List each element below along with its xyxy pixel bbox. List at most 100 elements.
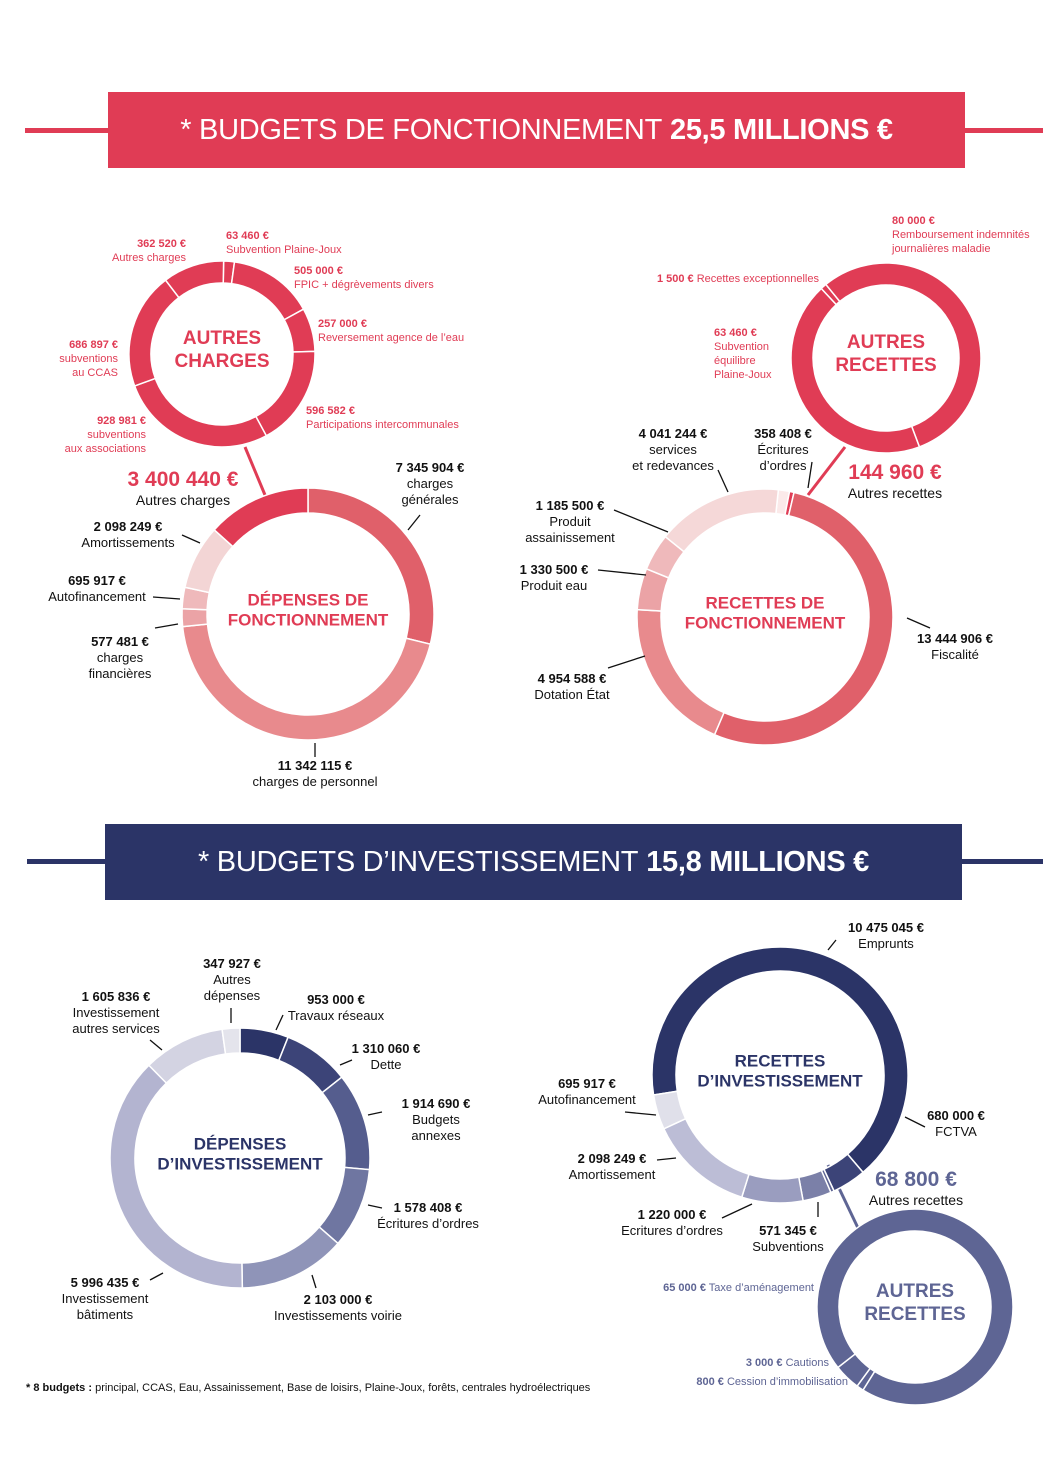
donut-segment xyxy=(221,1027,241,1055)
leader-line xyxy=(717,469,729,493)
donut-title: AUTRES RECETTES xyxy=(835,332,937,376)
segment-label: 800 € Cession d’immobilisation xyxy=(696,1375,848,1389)
segment-label: 4 954 588 € Dotation État xyxy=(534,671,609,703)
leader-line xyxy=(149,1039,163,1051)
segment-value: 2 103 000 € xyxy=(303,1292,373,1307)
segment-label: 1 605 836 € Investissement autres service… xyxy=(72,989,159,1037)
segment-name: Autofinancement xyxy=(538,1092,636,1107)
segment-value: 2 098 249 € xyxy=(93,519,163,534)
segment-value: 5 996 435 € xyxy=(70,1275,140,1290)
banner-prefix: * BUDGETS D’INVESTISSEMENT xyxy=(198,845,639,878)
segment-value: 11 342 115 € xyxy=(277,758,353,773)
leader-line xyxy=(149,1272,164,1281)
segment-value: 1 220 000 € xyxy=(637,1207,707,1222)
leader-line xyxy=(407,514,421,531)
segment-label: 953 000 € Travaux réseaux xyxy=(288,992,384,1024)
segment-name: Amortissements xyxy=(81,535,175,550)
segment-name: Subvention équilibre Plaine-Joux xyxy=(714,341,772,381)
leader-line xyxy=(275,1014,284,1031)
segment-label: 680 000 € FCTVA xyxy=(927,1108,985,1140)
donut-segment xyxy=(181,623,432,741)
leader-line xyxy=(613,509,669,533)
leader-line xyxy=(339,1059,353,1066)
donut-segment xyxy=(109,1064,244,1289)
segment-label: 358 408 € Écritures d’ordres xyxy=(754,426,812,474)
donut-title: AUTRES CHARGES xyxy=(174,328,270,372)
segment-value: 4 954 588 € xyxy=(537,671,607,686)
segment-name: Ecritures d’ordres xyxy=(621,1223,723,1238)
donut-segment xyxy=(651,946,909,1174)
segment-label: 3 400 440 € Autres charges xyxy=(128,468,239,508)
segment-name: subventions au CCAS xyxy=(59,353,118,379)
segment-name: Cession d’immobilisation xyxy=(723,1376,848,1388)
segment-name: Reversement agence de l’eau xyxy=(318,332,465,344)
donut-segment xyxy=(662,1117,750,1199)
segment-label: 1 914 690 € Budgets annexes xyxy=(402,1096,471,1144)
segment-value: 347 927 € xyxy=(203,956,261,971)
segment-value: 1 500 € xyxy=(656,273,694,285)
segment-label: 505 000 € FPIC + dégrèvements divers xyxy=(294,264,434,292)
segment-name: Investissement autres services xyxy=(72,1005,160,1036)
segment-value: 80 000 € xyxy=(892,215,935,227)
leader-line xyxy=(367,1204,383,1209)
segment-value: 362 520 € xyxy=(137,238,186,250)
segment-value: 257 000 € xyxy=(318,318,367,330)
segment-name: Emprunts xyxy=(858,936,914,951)
donut-segment xyxy=(824,262,982,448)
segment-name: Subvention Plaine-Joux xyxy=(226,244,342,256)
segment-name: Autres recettes xyxy=(868,1192,964,1208)
segment-name: Investissements voirie xyxy=(274,1308,402,1323)
segment-value: 7 345 904 € xyxy=(395,460,465,475)
segment-value: 695 917 € xyxy=(68,573,126,588)
segment-value: 953 000 € xyxy=(307,992,365,1007)
donut-segment xyxy=(230,260,305,321)
segment-label: 347 927 € Autres dépenses xyxy=(203,956,261,1004)
segment-value: 10 475 045 € xyxy=(848,920,924,935)
donut-segment xyxy=(133,377,268,448)
segment-value: 1 605 836 € xyxy=(81,989,151,1004)
segment-name: subventions aux associations xyxy=(64,429,146,455)
donut-segment xyxy=(321,1076,371,1171)
banner-prefix: * BUDGETS DE FONCTIONNEMENT xyxy=(180,113,662,146)
segment-label: 686 897 € subventions au CCAS xyxy=(59,338,118,380)
segment-value: 63 460 € xyxy=(226,230,269,242)
segment-value: 505 000 € xyxy=(294,265,343,277)
segment-label: 2 098 249 € Amortissements xyxy=(81,519,174,551)
segment-label: 695 917 € Autofinancement xyxy=(48,573,146,605)
segment-name: Investissement bâtiments xyxy=(61,1291,149,1322)
segment-name: Autres charges xyxy=(135,492,231,508)
segment-label: 13 444 906 € Fiscalité xyxy=(917,631,993,663)
segment-value: 65 000 € xyxy=(663,1282,706,1294)
segment-value: 577 481 € xyxy=(91,634,149,649)
leader-line xyxy=(827,939,837,951)
segment-label: 1 578 408 € Écritures d’ordres xyxy=(377,1200,479,1232)
segment-label: 68 800 € Autres recettes xyxy=(869,1168,963,1208)
segment-label: 1 500 € Recettes exceptionnelles xyxy=(657,272,819,286)
leader-line xyxy=(367,1111,383,1116)
segment-value: 928 981 € xyxy=(97,415,146,427)
donut-title: RECETTES DE FONCTIONNEMENT xyxy=(684,593,846,633)
segment-label: 1 310 060 € Dette xyxy=(352,1041,421,1073)
connector-line xyxy=(806,446,847,496)
donut-title: RECETTES D’INVESTISSEMENT xyxy=(697,1051,863,1091)
segment-name: Autres recettes xyxy=(847,485,943,501)
segment-name: Remboursement indemnités journalières ma… xyxy=(892,229,1030,255)
donut-segment xyxy=(128,279,180,387)
segment-name: Budgets annexes xyxy=(411,1112,461,1143)
donut-segment xyxy=(181,607,209,628)
donut-title: DÉPENSES DE FONCTIONNEMENT xyxy=(227,590,389,630)
banner-amount: 15,8 MILLIONS € xyxy=(646,845,869,878)
segment-label: 4 041 244 € services et redevances xyxy=(632,426,714,474)
segment-name: Cautions xyxy=(782,1357,829,1369)
donut-segment xyxy=(213,487,309,548)
segment-name: Fiscalité xyxy=(931,647,979,662)
segment-label: 144 960 € Autres recettes xyxy=(848,461,942,501)
segment-label: 7 345 904 € charges générales xyxy=(396,460,465,508)
donut-title: AUTRES RECETTES xyxy=(864,1281,966,1325)
segment-name: charges financières xyxy=(88,650,152,681)
segment-name: services et redevances xyxy=(632,442,714,473)
segment-name: Amortissement xyxy=(568,1167,656,1182)
segment-name: FCTVA xyxy=(935,1124,977,1139)
footnote: * 8 budgets : principal, CCAS, Eau, Assa… xyxy=(26,1382,590,1394)
